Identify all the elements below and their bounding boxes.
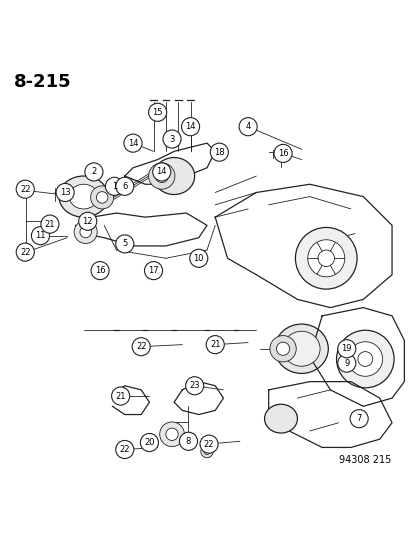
Circle shape [16,180,34,198]
Circle shape [41,215,59,233]
Circle shape [119,442,131,455]
Circle shape [199,435,218,453]
Text: 13: 13 [59,188,70,197]
Text: 22: 22 [119,445,130,454]
Text: 7: 7 [356,414,361,423]
Circle shape [74,221,97,244]
Text: 5: 5 [122,239,127,248]
Text: 1: 1 [112,182,117,191]
Circle shape [337,354,355,372]
Circle shape [90,186,114,209]
Circle shape [206,336,224,354]
Circle shape [115,440,133,458]
Circle shape [276,342,289,356]
Ellipse shape [69,184,98,209]
Circle shape [317,250,334,266]
Circle shape [185,377,203,395]
Text: 20: 20 [144,438,154,447]
Circle shape [238,118,256,136]
Circle shape [357,352,372,366]
Circle shape [269,336,296,362]
Ellipse shape [274,324,328,374]
Text: 21: 21 [45,220,55,229]
Circle shape [91,262,109,280]
Circle shape [295,228,356,289]
Circle shape [122,446,128,451]
Circle shape [78,212,97,230]
Text: 22: 22 [203,440,214,449]
Circle shape [140,433,158,451]
Text: 10: 10 [193,254,204,263]
Circle shape [56,183,74,201]
Text: 3: 3 [169,134,174,143]
Circle shape [347,342,382,376]
Text: 4: 4 [245,122,250,131]
Circle shape [163,130,180,148]
Text: 2: 2 [91,167,96,176]
Circle shape [337,340,355,358]
Circle shape [80,226,91,238]
Ellipse shape [282,332,319,366]
Circle shape [152,163,171,181]
Circle shape [273,144,292,163]
Text: 8-215: 8-215 [14,73,71,91]
Circle shape [336,330,393,388]
Circle shape [349,409,367,427]
Circle shape [181,118,199,136]
Circle shape [148,103,166,122]
Text: 21: 21 [209,340,220,349]
Text: 18: 18 [214,148,224,157]
Circle shape [200,446,213,458]
Text: 8: 8 [185,437,191,446]
Text: 22: 22 [20,185,31,193]
Text: 11: 11 [35,231,45,240]
Circle shape [144,262,162,280]
Text: 16: 16 [95,266,105,275]
Circle shape [16,243,34,261]
Text: 9: 9 [343,359,349,368]
Circle shape [148,163,175,189]
Circle shape [166,428,178,440]
Text: 12: 12 [82,217,93,226]
Text: 6: 6 [122,182,127,191]
Text: 22: 22 [135,342,146,351]
Circle shape [155,169,168,183]
Text: 16: 16 [277,149,288,158]
Ellipse shape [59,176,108,217]
Circle shape [180,433,195,447]
Ellipse shape [153,158,194,195]
Circle shape [132,337,150,356]
Circle shape [307,240,344,277]
Text: 23: 23 [189,381,199,390]
Text: 15: 15 [152,108,162,117]
Text: 22: 22 [20,248,31,256]
Circle shape [112,387,129,405]
Circle shape [31,227,50,245]
Circle shape [96,192,108,203]
Circle shape [179,432,197,450]
Circle shape [115,235,133,253]
Circle shape [85,163,103,181]
Circle shape [210,143,228,161]
Circle shape [115,177,133,196]
Circle shape [204,449,209,455]
Ellipse shape [264,404,297,433]
Text: 14: 14 [128,139,138,148]
Text: 14: 14 [185,122,195,131]
Text: 94308 215: 94308 215 [338,455,390,465]
Circle shape [159,422,184,447]
Text: 14: 14 [156,167,166,176]
Circle shape [123,134,142,152]
Text: 17: 17 [148,266,159,275]
Text: 19: 19 [341,344,351,353]
Circle shape [189,249,207,268]
Circle shape [105,177,123,196]
Text: 21: 21 [115,392,126,400]
